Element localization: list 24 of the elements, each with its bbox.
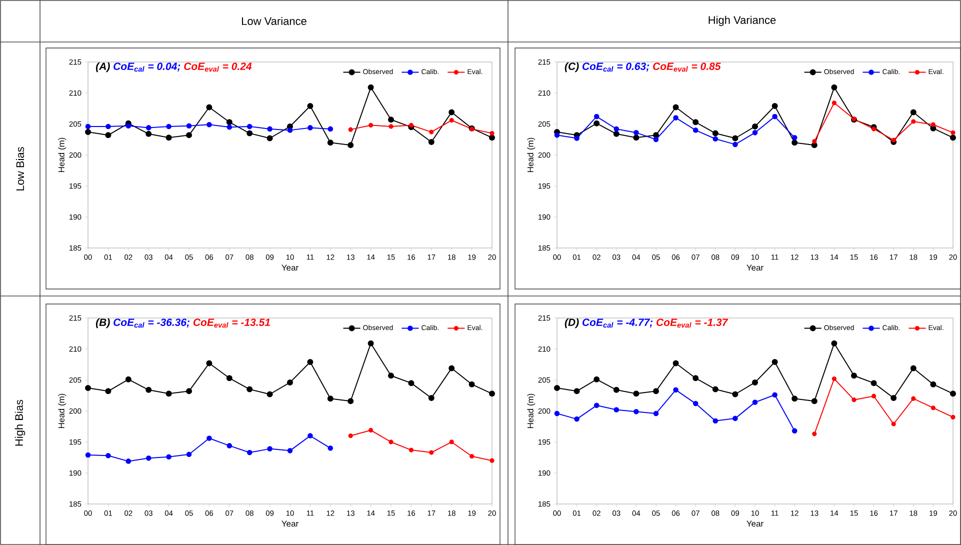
text: Low Bias [16, 147, 24, 190]
annotation: CoE$_{eval}$ = 0.85 [653, 62, 721, 72]
chart-subtitle: CoE$_{cal}$ = 0.63; [582, 62, 650, 72]
chart-subtitle: CoE$_{cal}$ = 0.04; [114, 62, 180, 72]
y-axis-title: Head (m) [58, 138, 66, 172]
text: High Variance [708, 16, 776, 26]
x-axis-title: Year [746, 264, 764, 271]
chart-title: (C) [564, 62, 579, 72]
x-axis-title: Year [282, 264, 298, 271]
annotation: CoE$_{eval}$ = -1.37 [656, 318, 728, 328]
text: High Bias [14, 400, 26, 446]
annotation: CoE$_{eval}$ = -13.51 [193, 318, 270, 328]
chart-title: (D) [564, 318, 579, 328]
x-axis-title: Year [282, 520, 298, 527]
y-axis-title: Head (m) [527, 394, 536, 428]
text: Low Variance [242, 16, 306, 26]
y-axis-title: Head (m) [527, 138, 536, 172]
y-axis-title: Head (m) [58, 394, 66, 428]
x-axis-title: Year [746, 520, 764, 527]
chart-title: (B) [96, 318, 110, 328]
chart-title: (A) [96, 62, 110, 72]
chart-subtitle: CoE$_{cal}$ = -4.77; [582, 318, 653, 328]
chart-subtitle: CoE$_{cal}$ = -36.36; [114, 318, 190, 328]
annotation: CoE$_{eval}$ = 0.24 [184, 62, 252, 72]
